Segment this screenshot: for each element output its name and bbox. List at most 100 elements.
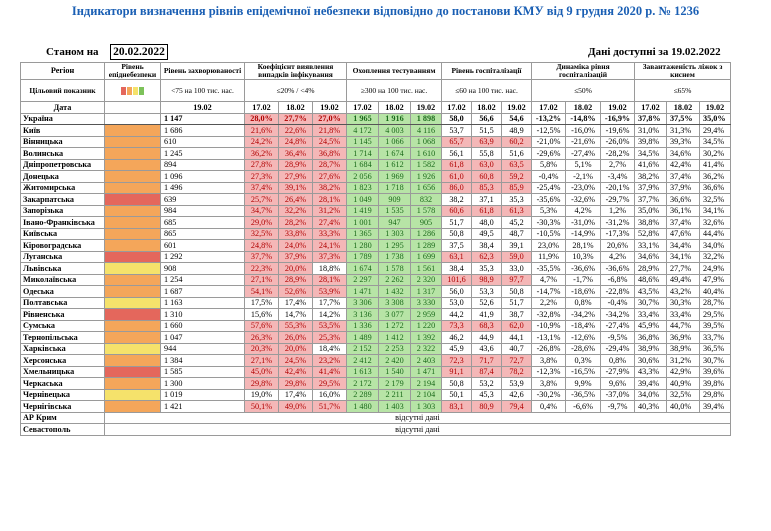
testing-value: 1 789 bbox=[346, 250, 379, 263]
beds-value: 30,7% bbox=[634, 296, 667, 309]
incidence-value: 1 292 bbox=[160, 250, 245, 263]
testing-value: 1 489 bbox=[346, 331, 379, 344]
region-name: Волинська bbox=[20, 147, 105, 160]
table-row: Миколаївська 1 254 27,1% 28,9% 28,1% 2 297 2 2… bbox=[20, 273, 731, 286]
beds-value: 52,8% bbox=[634, 227, 667, 240]
hosp-value: 45,9 bbox=[441, 342, 472, 355]
detection-value: 34,7% bbox=[244, 204, 279, 217]
level-cell bbox=[104, 342, 161, 355]
dynamics-value: -12,3% bbox=[531, 365, 566, 378]
hosp-value: 49,5 bbox=[471, 227, 502, 240]
dynamics-value: -22,8% bbox=[600, 285, 635, 298]
detection-value: 22,3% bbox=[244, 262, 279, 275]
table-row: Херсонська 1 384 27,1% 24,5% 23,2% 2 412 2 420… bbox=[20, 354, 731, 367]
dynamics-value: 4,2% bbox=[565, 204, 601, 217]
table-row: АР Крим відсутні дані bbox=[20, 411, 731, 424]
date-col: 17.02 bbox=[441, 101, 472, 114]
level-cell bbox=[104, 170, 161, 183]
testing-value: 2 412 bbox=[346, 354, 379, 367]
hosp-value: 61,8 bbox=[471, 204, 502, 217]
region-name: Черкаська bbox=[20, 377, 105, 390]
header-testing: Охоплення тестуванням bbox=[346, 62, 442, 80]
dynamics-value: -3,4% bbox=[600, 170, 635, 183]
dynamics-value: 9,6% bbox=[600, 377, 635, 390]
incidence-value: 1 245 bbox=[160, 147, 245, 160]
hosp-value: 56,0 bbox=[441, 285, 472, 298]
detection-value: 14,7% bbox=[278, 308, 313, 321]
hosp-value: 80,9 bbox=[471, 400, 502, 413]
incidence-value: 1 686 bbox=[160, 124, 245, 137]
region-name: Донецька bbox=[20, 170, 105, 183]
detection-value: 20,0% bbox=[278, 342, 313, 355]
dynamics-value: -28,6% bbox=[565, 342, 601, 355]
testing-value: 2 104 bbox=[410, 388, 442, 401]
hosp-value: 101,6 bbox=[441, 273, 472, 286]
level-green-swatch bbox=[139, 86, 144, 95]
detection-value: 21,6% bbox=[244, 124, 279, 137]
date-col: 17.02 bbox=[346, 101, 379, 114]
testing-value: 2 297 bbox=[346, 273, 379, 286]
dynamics-value: -26,8% bbox=[531, 342, 566, 355]
testing-value: 1 916 bbox=[378, 112, 411, 125]
detection-value: 27,8% bbox=[244, 158, 279, 171]
detection-value: 24,1% bbox=[312, 239, 347, 252]
hosp-value: 62,3 bbox=[471, 250, 502, 263]
dynamics-value: -16,0% bbox=[565, 124, 601, 137]
hosp-value: 44,1 bbox=[501, 331, 532, 344]
dynamics-value: -9,5% bbox=[600, 331, 635, 344]
detection-value: 20,0% bbox=[278, 262, 313, 275]
testing-value: 1 295 bbox=[378, 239, 411, 252]
beds-value: 42,9% bbox=[666, 365, 700, 378]
detection-value: 24,8% bbox=[278, 135, 313, 148]
header-target: Цільовий показник bbox=[20, 79, 105, 102]
detection-value: 28,2% bbox=[278, 216, 313, 229]
testing-value: 1 066 bbox=[378, 135, 411, 148]
testing-value: 1 220 bbox=[410, 319, 442, 332]
detection-value: 37,3% bbox=[312, 250, 347, 263]
hosp-value: 48,7 bbox=[501, 227, 532, 240]
testing-value: 1 738 bbox=[378, 250, 411, 263]
testing-value: 1 718 bbox=[378, 181, 411, 194]
testing-value: 2 403 bbox=[410, 354, 442, 367]
beds-value: 34,6% bbox=[666, 147, 700, 160]
hosp-value: 40,7 bbox=[501, 342, 532, 355]
table-row: Тернопільська 1 047 26,3% 26,0% 25,3% 1 489 1 … bbox=[20, 331, 731, 344]
incidence-value: 685 bbox=[160, 216, 245, 229]
table-row: Хмельницька 1 585 45,0% 42,4% 41,4% 1 613 1 54… bbox=[20, 365, 731, 378]
detection-value: 32,5% bbox=[244, 227, 279, 240]
table-row: Івано-Франківська 685 29,0% 28,2% 27,4% 1 001… bbox=[20, 216, 731, 229]
incidence-value: 639 bbox=[160, 193, 245, 206]
incidence-value: 894 bbox=[160, 158, 245, 171]
hosp-value: 86,0 bbox=[441, 181, 472, 194]
hosp-value: 45,3 bbox=[471, 388, 502, 401]
hosp-value: 50,8 bbox=[441, 377, 472, 390]
dynamics-value: -0,4% bbox=[531, 170, 566, 183]
beds-value: 35,0% bbox=[699, 112, 731, 125]
beds-value: 34,6% bbox=[634, 250, 667, 263]
testing-value: 1 001 bbox=[346, 216, 379, 229]
incidence-value: 1 096 bbox=[160, 170, 245, 183]
testing-value: 3 308 bbox=[378, 296, 411, 309]
table-row: Львівська 908 22,3% 20,0% 18,8% 1 674 1 578 1 5… bbox=[20, 262, 731, 275]
testing-value: 1 674 bbox=[346, 262, 379, 275]
hosp-value: 42,6 bbox=[501, 388, 532, 401]
level-cell bbox=[104, 262, 161, 275]
region-name: Чернігівська bbox=[20, 400, 105, 413]
testing-value: 1 272 bbox=[378, 319, 411, 332]
testing-value: 2 056 bbox=[346, 170, 379, 183]
region-name: Запорізька bbox=[20, 204, 105, 217]
dynamics-value: 0,4% bbox=[531, 400, 566, 413]
detection-value: 39,1% bbox=[278, 181, 313, 194]
hosp-value: 63,1 bbox=[441, 250, 472, 263]
detection-value: 18,4% bbox=[312, 342, 347, 355]
testing-value: 947 bbox=[378, 216, 411, 229]
incidence-value: 1 660 bbox=[160, 319, 245, 332]
table-row: Одеська 1 687 54,1% 52,6% 53,9% 1 471 1 432 1 3… bbox=[20, 285, 731, 298]
region-name: Одеська bbox=[20, 285, 105, 298]
no-data-note: відсутні дані bbox=[104, 411, 731, 424]
dynamics-value: -9,7% bbox=[600, 400, 635, 413]
header-region: Регіон bbox=[20, 62, 105, 80]
target-indicator-squares bbox=[104, 79, 161, 102]
dynamics-value: -20,1% bbox=[600, 181, 635, 194]
hosp-value: 63,5 bbox=[501, 158, 532, 171]
